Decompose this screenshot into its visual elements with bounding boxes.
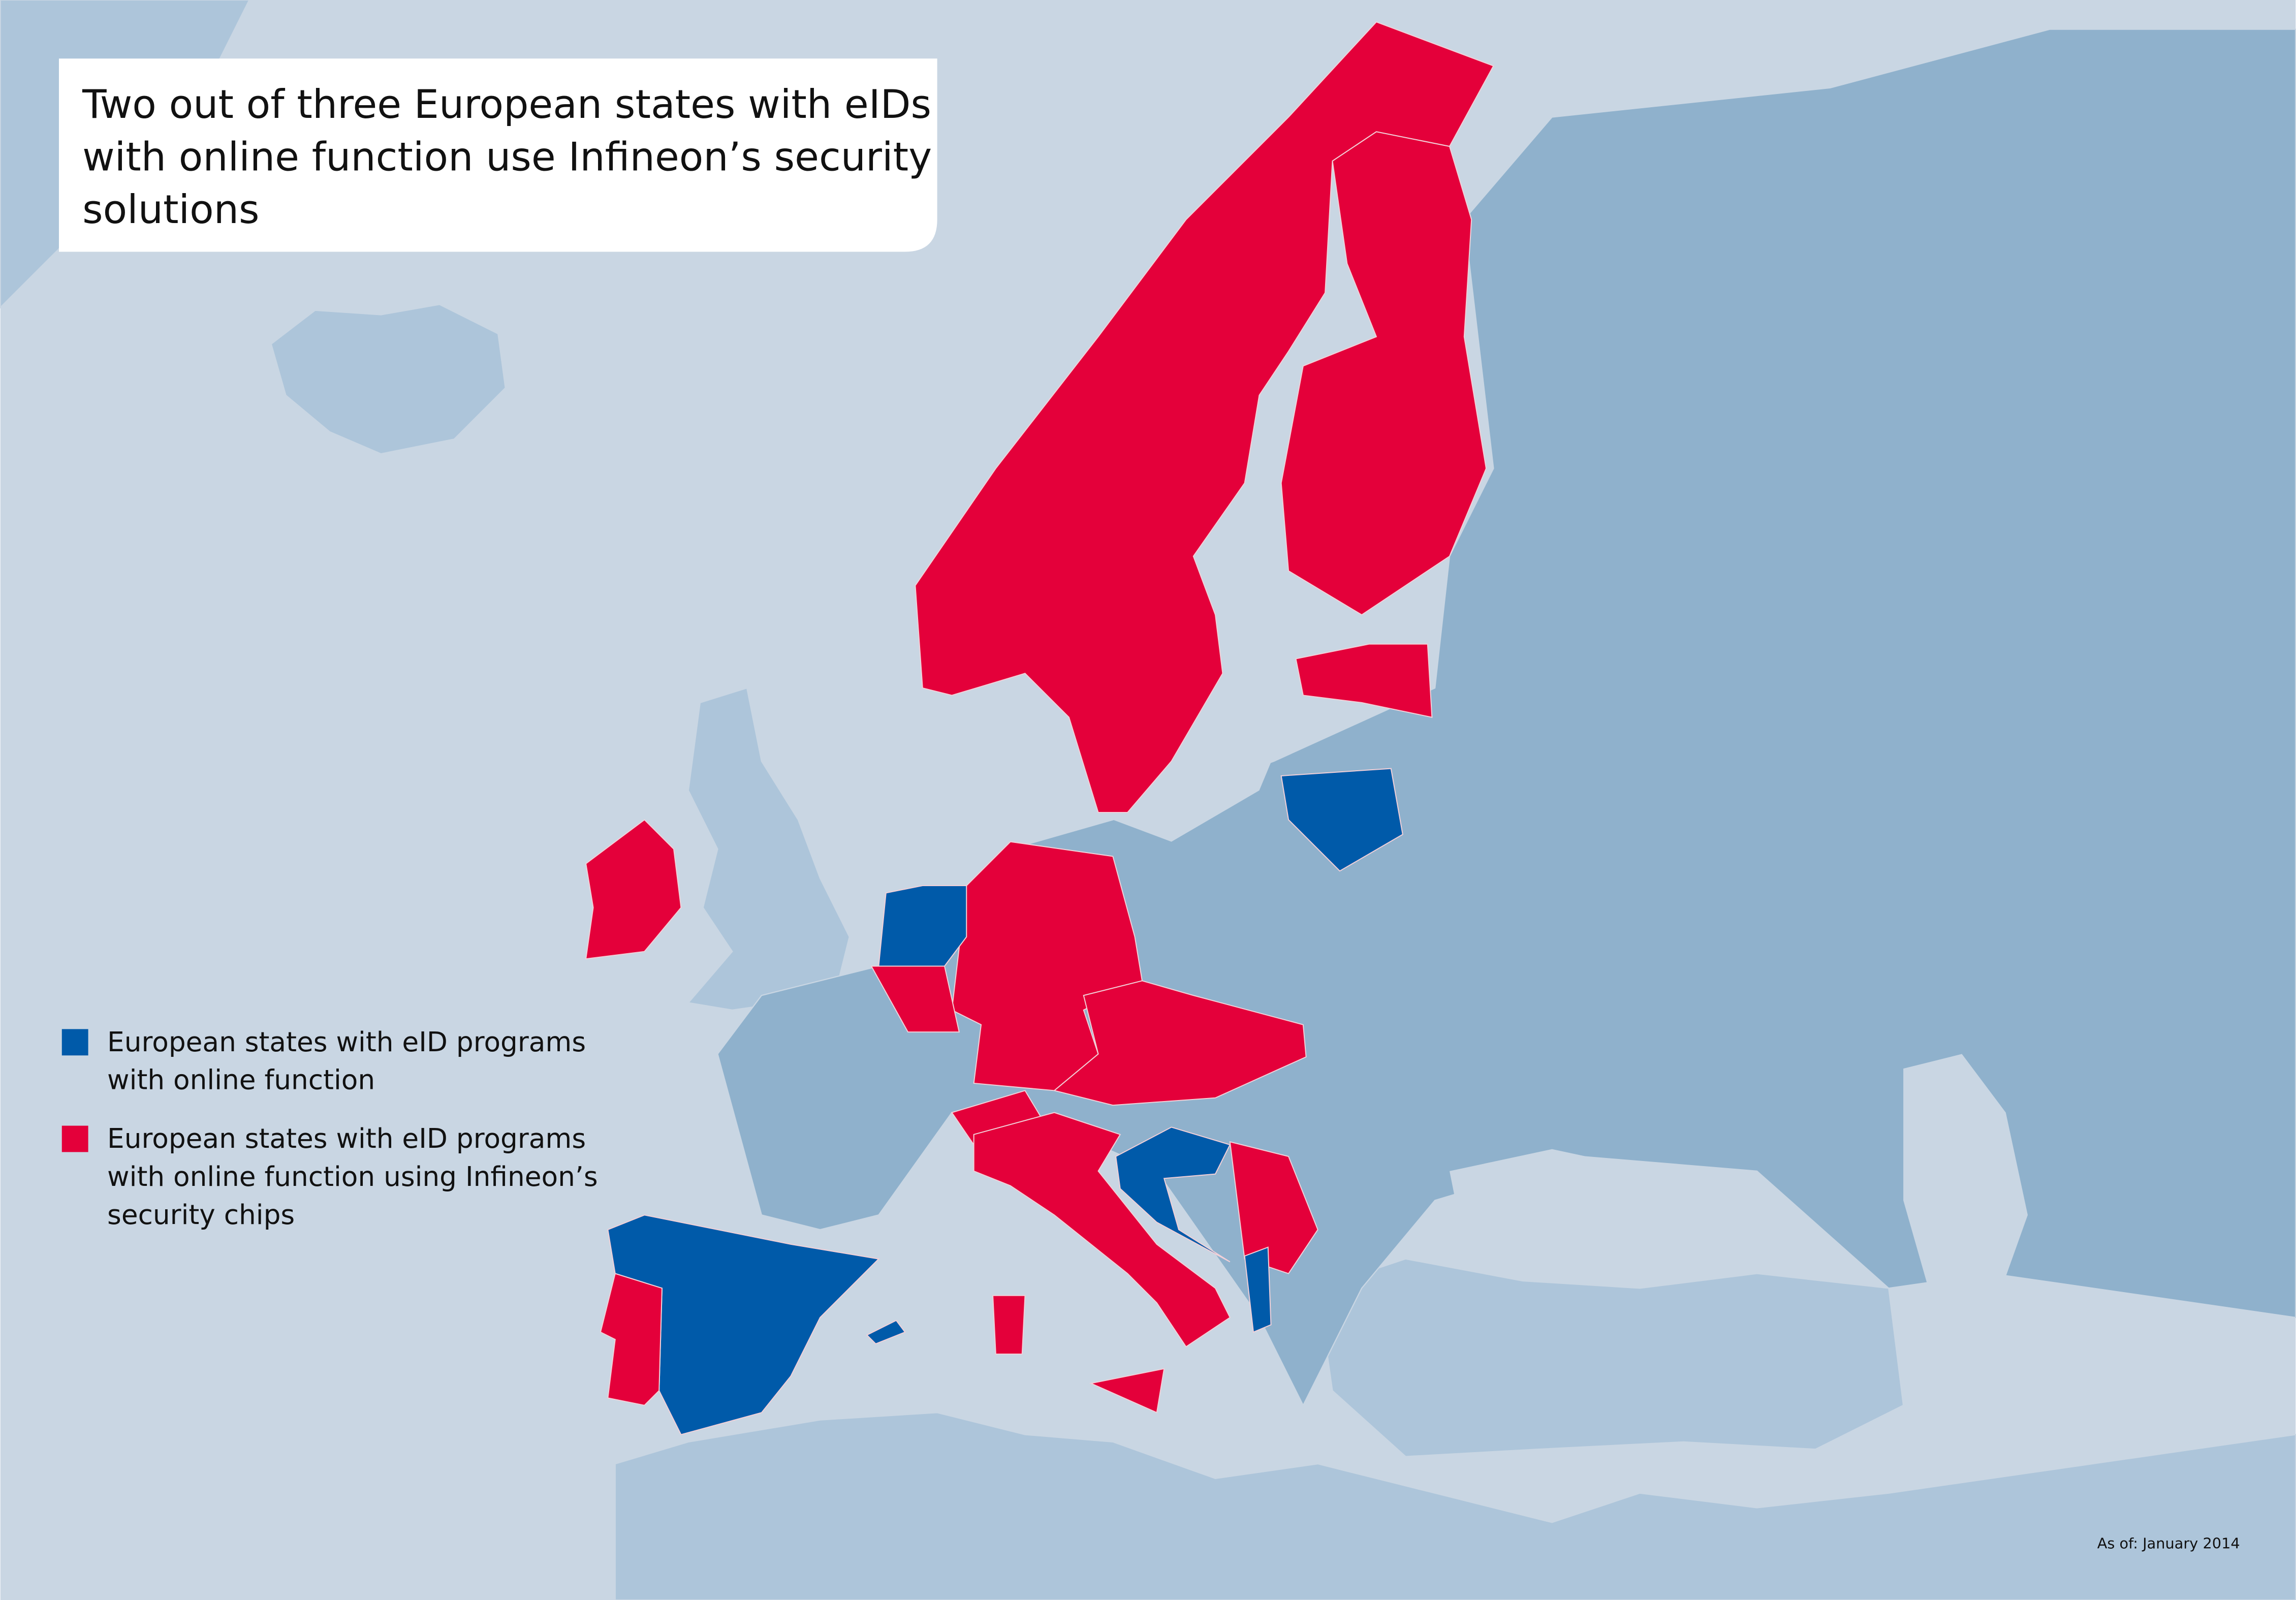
finland bbox=[1280, 131, 1487, 616]
title-box bbox=[58, 58, 937, 252]
legend: European states with eID programs with on… bbox=[61, 1026, 598, 1231]
legend-swatch bbox=[61, 1125, 88, 1152]
states bbox=[585, 21, 1494, 1435]
norway-sweden bbox=[915, 21, 1494, 813]
caspian-sea bbox=[1903, 1054, 2028, 1317]
sardinia bbox=[992, 1295, 1026, 1355]
africa bbox=[614, 1412, 2296, 1600]
title-line: solutions bbox=[82, 187, 259, 233]
ireland bbox=[585, 819, 682, 960]
title: Two out of three European states with eI… bbox=[82, 82, 932, 233]
balearic bbox=[866, 1320, 906, 1344]
portugal bbox=[600, 1273, 663, 1406]
legend-label: with online function using Infineon’s bbox=[107, 1161, 598, 1193]
iceland bbox=[270, 304, 506, 455]
legend-label: security chips bbox=[107, 1199, 295, 1231]
legend-label: European states with eID programs bbox=[107, 1026, 586, 1058]
title-line: Two out of three European states with eI… bbox=[82, 82, 931, 128]
baltic-sea bbox=[1113, 702, 1296, 842]
estonia bbox=[1295, 643, 1433, 718]
turkey bbox=[1317, 1258, 1904, 1457]
italy bbox=[973, 1112, 1231, 1347]
croatia bbox=[1115, 1126, 1231, 1263]
legend-label: with online function bbox=[107, 1064, 375, 1096]
legend-swatch bbox=[61, 1029, 88, 1056]
title-line: with online function use Infineon’s secu… bbox=[82, 135, 932, 180]
netherlands bbox=[878, 885, 967, 967]
germany bbox=[951, 841, 1143, 1091]
serbia bbox=[1229, 1141, 1318, 1274]
sicily bbox=[1089, 1368, 1165, 1414]
black-sea bbox=[1449, 1149, 1743, 1289]
state-south bbox=[1244, 1246, 1272, 1333]
legend-label: European states with eID programs bbox=[107, 1123, 586, 1154]
lithuania bbox=[1280, 768, 1403, 872]
central-states bbox=[1053, 980, 1307, 1106]
belgium bbox=[870, 965, 960, 1033]
note: As of: January 2014 bbox=[2097, 1535, 2240, 1552]
